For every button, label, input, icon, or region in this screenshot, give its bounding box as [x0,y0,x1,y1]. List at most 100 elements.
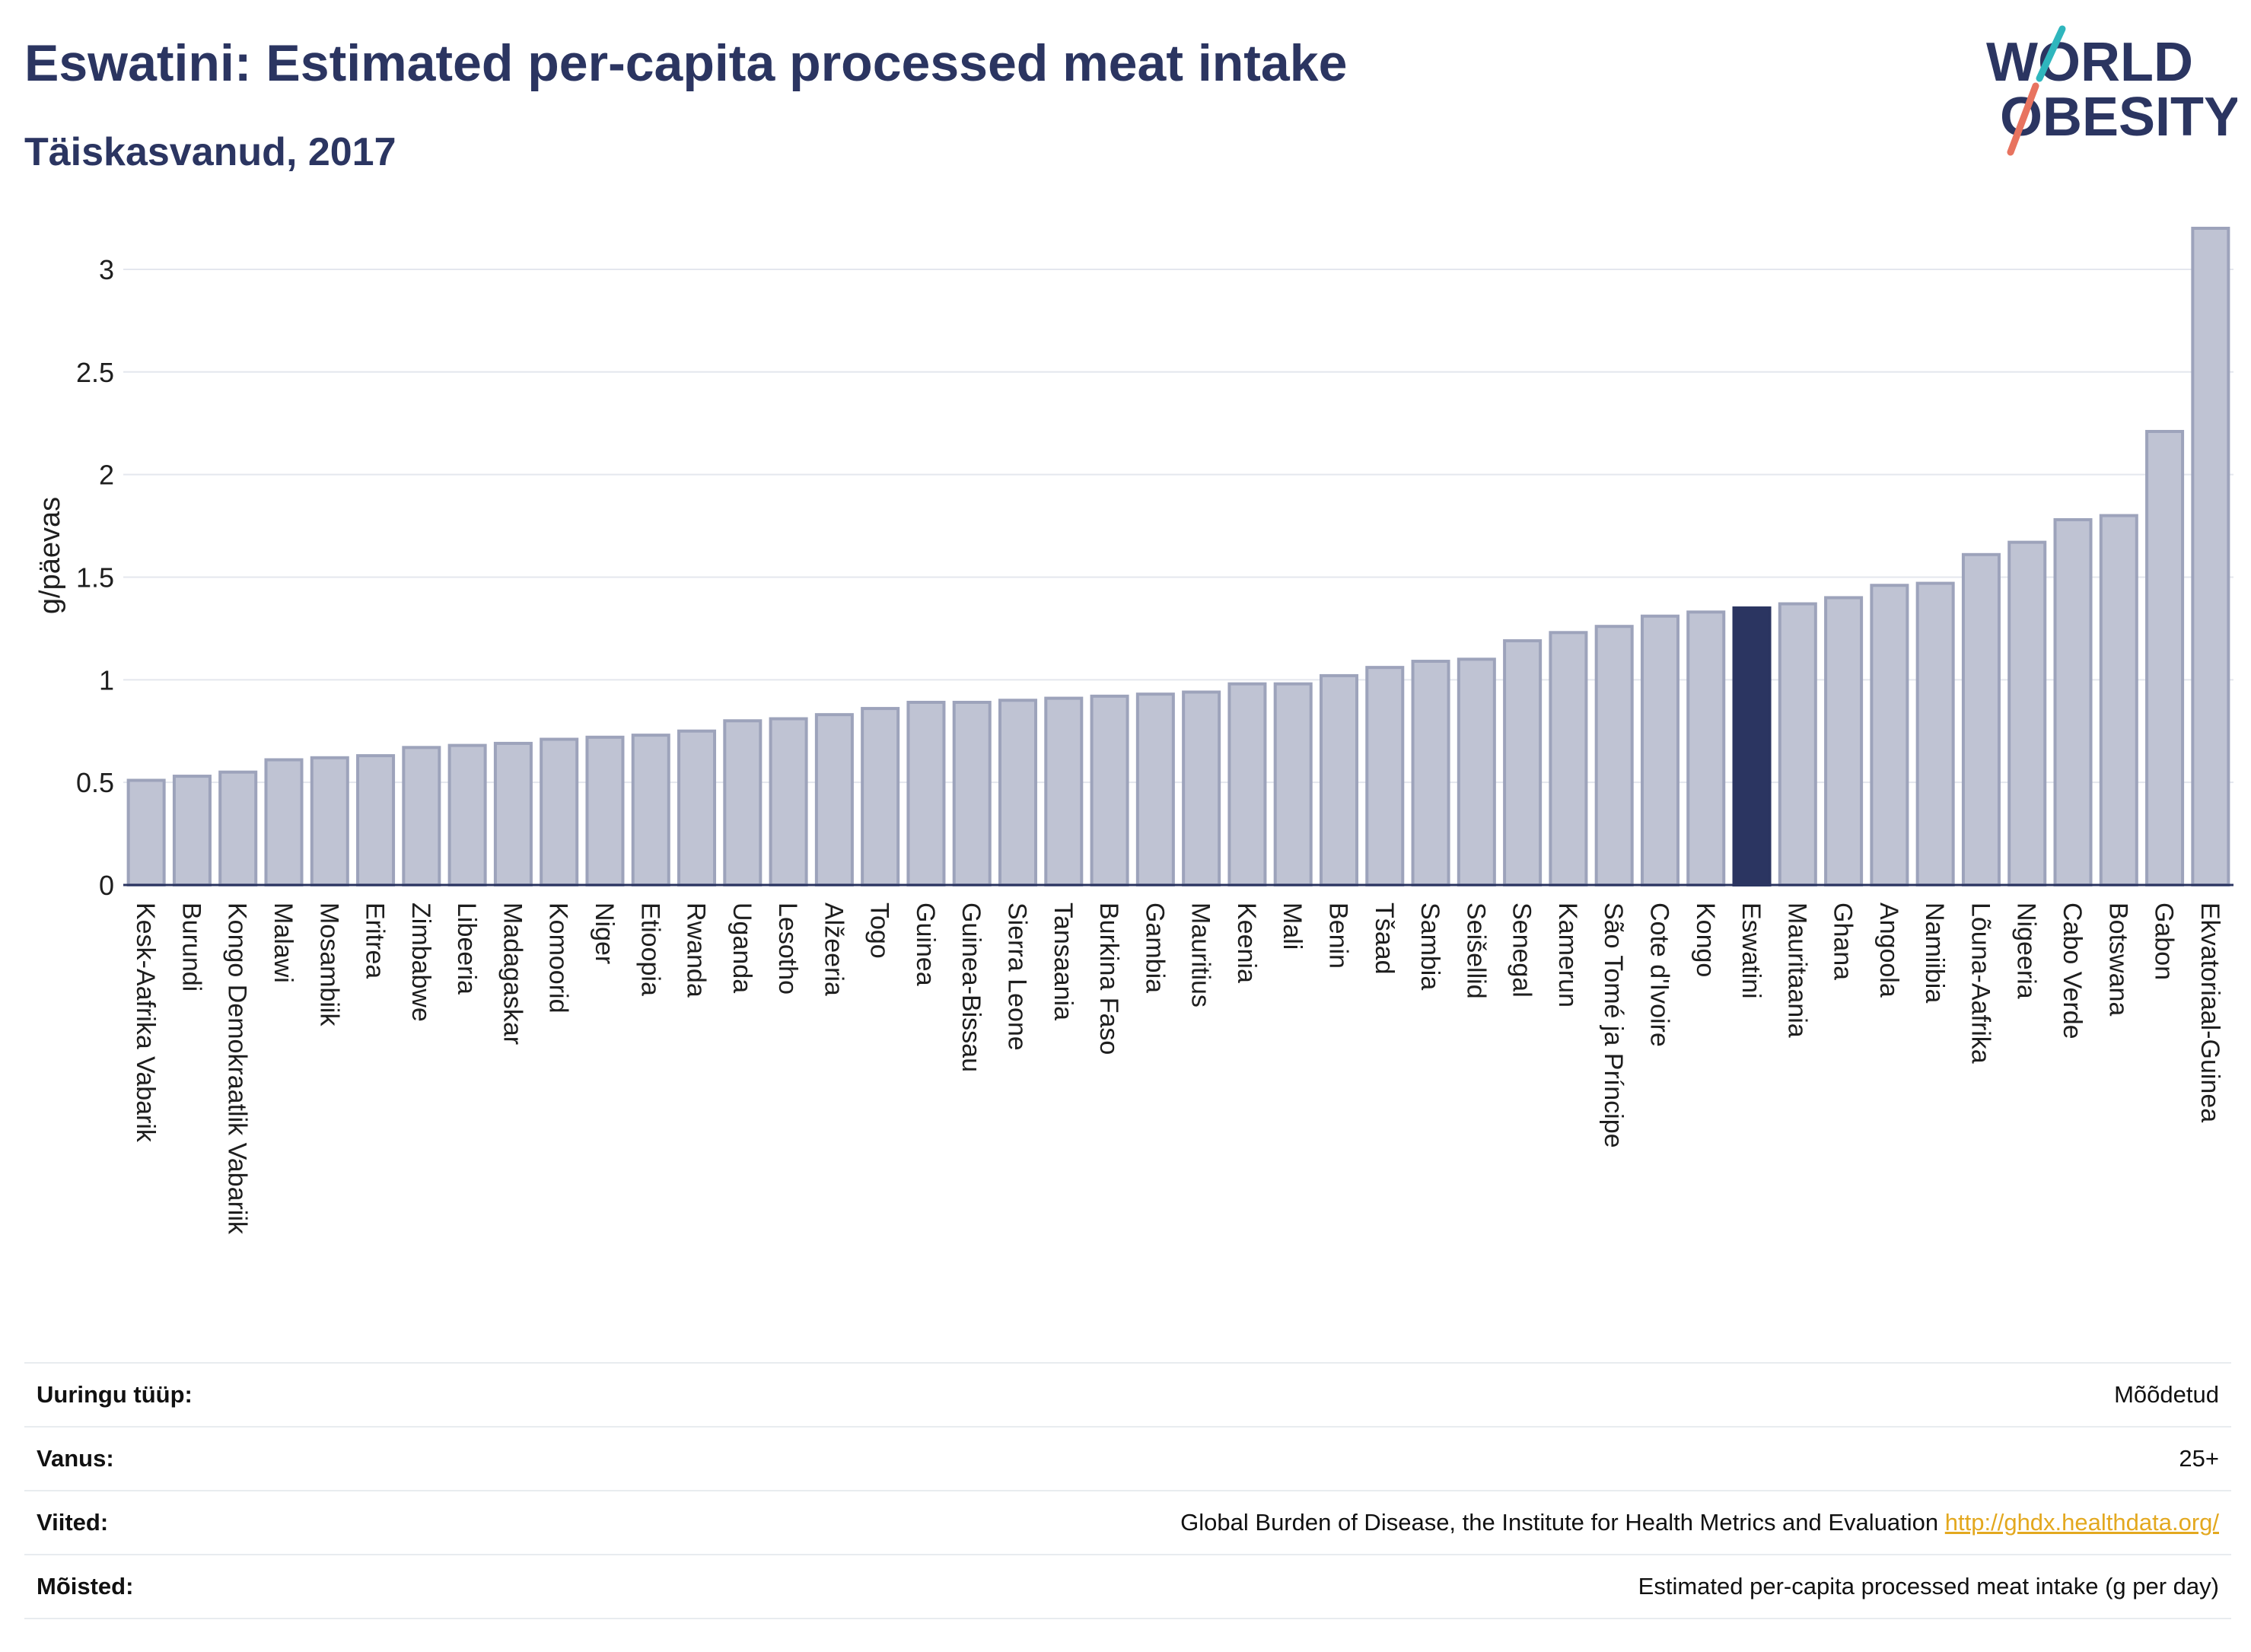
y-tick-label: 1.5 [76,562,114,593]
logo-line1: WORLD [1986,32,2193,93]
x-tick-label: Etioopia [635,902,664,996]
info-label: Uuringu tüüp: [24,1362,353,1427]
bar [1686,610,1726,886]
x-tick-label: Angoola [1874,902,1903,998]
x-tick-label: Kesk-Aafrika Vabarik [131,902,160,1143]
x-tick-label: Rwanda [682,902,711,998]
reference-link[interactable]: http://ghdx.healthdata.org/ [1944,1509,2219,1536]
bar [1273,682,1313,886]
bar [998,699,1038,886]
x-tick-label: Seišellid [1461,902,1490,999]
info-value: 25+ [353,1426,2231,1491]
bar [1411,660,1450,887]
x-tick-label: Kongo Demokraatlik Vabariik [223,902,252,1235]
x-tick-label: Lesotho [773,902,802,995]
bar [769,717,808,886]
x-tick-label: Benin [1323,902,1352,969]
info-row-definitions: Mõisted: Estimated per-capita processed … [24,1554,2231,1619]
x-tick-label: Mauritaania [1782,902,1811,1038]
bar [310,756,349,887]
bar [1870,584,1909,886]
bar [2053,517,2093,886]
bar [1640,614,1679,886]
bar [2191,227,2230,886]
x-tick-label: Sierra Leone [1003,902,1032,1051]
x-tick-label: Komoorid [544,902,573,1014]
info-value: Global Burden of Disease, the Institute … [353,1490,2231,1555]
bar-highlight [1732,606,1772,886]
bar [861,707,900,886]
x-tick-label: Botswana [2103,902,2132,1016]
x-tick-label: Libeeria [452,902,481,995]
bar [2145,429,2185,886]
x-tick-label: Burundi [177,902,205,992]
x-tick-label: Tšaad [1370,902,1399,975]
bar [952,700,992,887]
bar [172,775,212,886]
bar [1365,666,1405,886]
x-tick-label: Ekvatoriaal-Guinea [2195,902,2224,1122]
x-tick-label: Mosambiik [314,902,343,1027]
bar-chart: 0 0.5 1 1.5 2 2.5 3 Kesk-Aafrika Vabarik Burund… [34,227,2233,1235]
x-tick-label: Madagaskar [498,902,527,1045]
x-tick-label: Burkina Faso [1094,902,1123,1055]
bar [1778,602,1817,886]
bar [1319,673,1358,886]
x-tick-label: Cote d'Ivoire [1644,902,1673,1047]
x-tick-label: Eritrea [361,902,390,979]
info-row-survey-type: Uuringu tüüp: Mõõdetud [24,1362,2231,1427]
bar [723,719,763,886]
bar [126,778,166,886]
x-tick-label: Togo [865,902,894,959]
bar [1457,657,1496,886]
x-tick-label: Senegal [1508,902,1536,998]
bar [814,713,854,886]
bar [264,758,304,886]
bar [2099,514,2138,886]
bar [2007,540,2047,886]
x-tick-label: Eswatini [1737,902,1765,999]
bar [1961,552,2001,886]
chart-title: Eswatini: Estimated per-capita processed… [24,34,1348,92]
bar [1135,692,1175,886]
x-tick-labels: Kesk-Aafrika Vabarik Burundi Kongo Demokra… [131,902,2224,1235]
y-tick-label: 0.5 [76,767,114,798]
bar [1594,625,1634,886]
bars [126,227,2230,887]
info-label: Vanus: [24,1426,353,1491]
x-tick-label: Malawi [269,902,298,983]
x-tick-label: Nigeeria [2012,902,2041,999]
x-tick-label: Niger [590,902,619,964]
y-tick-label: 3 [99,254,114,285]
y-tick-labels: 0 0.5 1 1.5 2 2.5 3 [76,254,114,901]
bar [631,734,670,886]
x-tick-label: Namiibia [1920,902,1949,1003]
x-tick-label: Cabo Verde [2058,902,2087,1039]
bar [356,754,396,886]
logo-slash-top [2036,25,2066,82]
y-axis-label: g/päevas [34,497,66,614]
reference-text: Global Burden of Disease, the Institute … [1180,1509,1939,1536]
x-tick-label: Guinea-Bissau [957,902,985,1072]
info-row-references: Viited: Global Burden of Disease, the In… [24,1490,2231,1555]
x-tick-label: Keenia [1232,902,1261,983]
bar [1503,639,1543,887]
info-row-age: Vanus: 25+ [24,1426,2231,1491]
bar [1549,631,1588,886]
info-value: Estimated per-capita processed meat inta… [353,1554,2231,1619]
x-tick-label: Kamerun [1553,902,1582,1007]
x-tick-label: Mauritius [1186,902,1215,1007]
x-tick-label: Ghana [1829,902,1858,980]
x-tick-label: Sambia [1415,902,1444,990]
x-tick-label: Zimbabwe [406,902,435,1022]
bar [1915,581,1955,886]
chart-subtitle: Täiskasvanud, 2017 [24,130,396,174]
x-tick-label: Alžeeria [819,902,848,996]
x-tick-label: São Tomé ja Príncipe [1599,902,1628,1148]
x-tick-label: Mali [1278,902,1307,950]
x-tick-label: Tansaania [1049,902,1078,1020]
bar [1090,694,1129,887]
bar [402,746,441,887]
x-tick-label: Guinea [911,902,940,986]
y-tick-label: 2.5 [76,357,114,388]
